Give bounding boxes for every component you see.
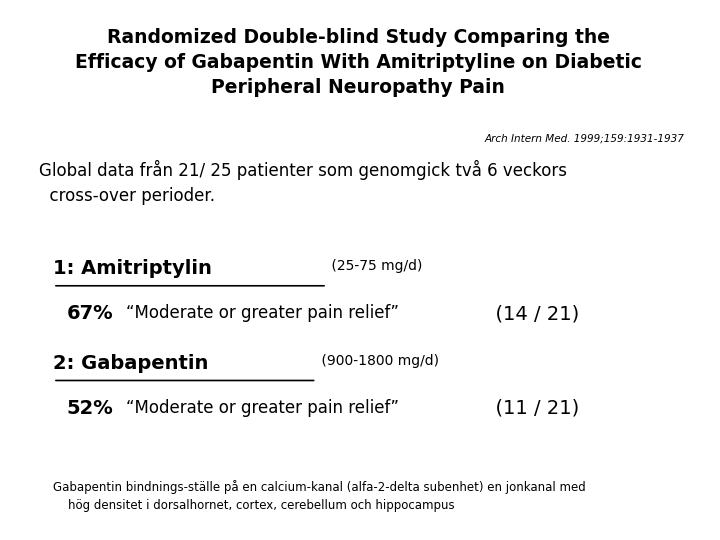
Text: Arch Intern Med. 1999;159:1931-1937: Arch Intern Med. 1999;159:1931-1937: [484, 133, 684, 143]
Text: 1: Amitriptylin: 1: Amitriptylin: [53, 260, 212, 279]
Text: “Moderate or greater pain relief”: “Moderate or greater pain relief”: [126, 399, 399, 417]
Text: Global data från 21/ 25 patienter som genomgick två 6 veckors
  cross-over perio: Global data från 21/ 25 patienter som ge…: [39, 159, 567, 205]
Text: 2: Gabapentin: 2: Gabapentin: [53, 354, 208, 373]
Text: (11 / 21): (11 / 21): [483, 399, 579, 418]
Text: 67%: 67%: [67, 304, 114, 323]
Text: (14 / 21): (14 / 21): [483, 304, 579, 323]
Text: Gabapentin bindnings-ställe på en calcium-kanal (alfa-2-delta subenhet) en jonka: Gabapentin bindnings-ställe på en calciu…: [53, 481, 586, 512]
Text: (25-75 mg/d): (25-75 mg/d): [327, 260, 423, 273]
Text: 52%: 52%: [67, 399, 114, 418]
Text: “Moderate or greater pain relief”: “Moderate or greater pain relief”: [126, 304, 399, 322]
Text: Randomized Double-blind Study Comparing the
Efficacy of Gabapentin With Amitript: Randomized Double-blind Study Comparing …: [75, 28, 642, 97]
Text: (900-1800 mg/d): (900-1800 mg/d): [317, 354, 438, 368]
